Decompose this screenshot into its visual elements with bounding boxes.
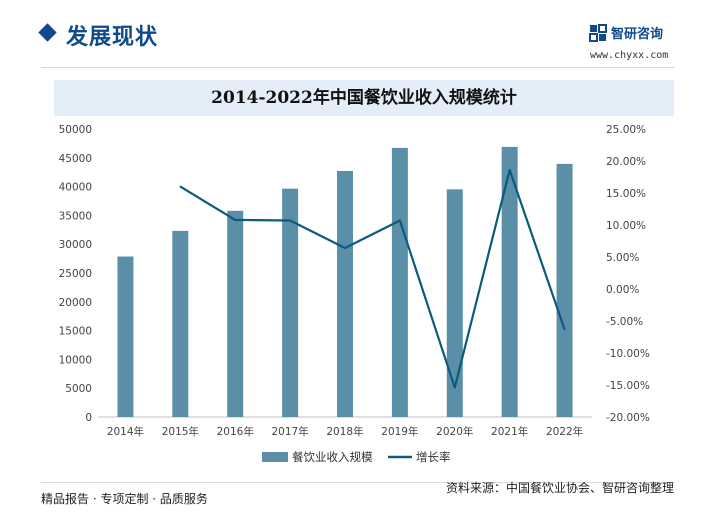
bar — [556, 163, 573, 417]
x-axis-tick-label: 2017年 — [271, 425, 308, 438]
header-divider — [41, 67, 675, 68]
growth-rate-point — [508, 169, 511, 171]
right-axis-tick-label: -5.00% — [606, 316, 643, 328]
left-axis-tick-label: 50000 — [59, 124, 92, 136]
brand-logo-icon — [589, 24, 607, 42]
right-axis-tick-label: 25.00% — [606, 124, 646, 136]
left-axis-tick-label: 40000 — [59, 182, 92, 194]
left-axis-tick-label: 5000 — [65, 383, 92, 395]
legend-label-bar: 餐饮业收入规模 — [292, 450, 373, 464]
left-axis-tick-label: 15000 — [59, 326, 92, 338]
footer-slogan: 精品报告 · 专项定制 · 品质服务 — [41, 492, 208, 506]
bar — [391, 147, 408, 418]
left-axis-tick-label: 10000 — [59, 354, 92, 366]
left-axis-tick-label: 30000 — [59, 239, 92, 251]
growth-rate-point — [234, 219, 237, 221]
right-axis-tick-label: -15.00% — [606, 380, 650, 392]
chart-title-band — [54, 80, 674, 116]
bar — [501, 146, 518, 417]
right-axis-tick-label: 15.00% — [606, 188, 646, 200]
brand-name: 智研咨询 — [611, 27, 664, 42]
bar — [172, 230, 189, 417]
x-axis-tick-label: 2015年 — [162, 425, 199, 438]
x-axis-tick-label: 2019年 — [381, 425, 418, 438]
chart-title: 2014-2022年中国餐饮业收入规模统计 — [211, 88, 517, 108]
x-axis-tick-label: 2016年 — [217, 425, 254, 438]
x-axis-tick-label: 2022年 — [546, 425, 583, 438]
data-source: 资料来源：中国餐饮业协会、智研咨询整理 — [445, 481, 674, 495]
left-axis-tick-label: 35000 — [59, 210, 92, 222]
growth-rate-line — [179, 168, 566, 389]
right-axis-tick-label: 5.00% — [606, 252, 639, 264]
legend-swatch-bar — [262, 452, 288, 462]
bar — [227, 210, 244, 417]
brand-url: www.chyxx.com — [590, 50, 669, 61]
bar — [117, 256, 134, 417]
legend-label-line: 增长率 — [416, 450, 451, 464]
right-axis-tick-label: 10.00% — [606, 220, 646, 232]
header: 发展现状 智研咨询 www.chyxx.com — [0, 0, 714, 70]
bar — [446, 189, 463, 417]
growth-rate-point — [179, 185, 182, 188]
growth-rate-point — [289, 219, 291, 222]
left-axis-tick-label: 20000 — [59, 297, 92, 309]
growth-rate-point — [344, 247, 346, 249]
footer-divider — [41, 482, 675, 483]
bar — [282, 188, 299, 417]
left-axis-tick-label: 0 — [85, 412, 92, 424]
x-axis-tick-label: 2018年 — [326, 425, 363, 438]
bar — [337, 170, 353, 417]
right-axis-tick-label: 20.00% — [606, 156, 646, 168]
right-axis-tick-label: -10.00% — [606, 348, 650, 360]
right-axis-tick-label: 0.00% — [606, 284, 639, 296]
x-axis-tick-label: 2021年 — [491, 425, 528, 438]
x-axis-tick-label: 2020年 — [436, 425, 473, 438]
growth-rate-point — [563, 328, 566, 331]
left-axis-tick-label: 25000 — [59, 268, 92, 280]
left-axis-tick-label: 45000 — [59, 153, 92, 165]
x-axis-tick-label: 2014年 — [107, 425, 144, 438]
right-axis-tick-label: -20.00% — [606, 412, 650, 424]
growth-rate-point — [453, 386, 456, 389]
section-title: 发展现状 — [66, 25, 159, 50]
footer: 精品报告 · 专项定制 · 品质服务 资料来源：中国餐饮业协会、智研咨询整理 — [0, 476, 714, 524]
growth-rate-point — [399, 219, 401, 222]
